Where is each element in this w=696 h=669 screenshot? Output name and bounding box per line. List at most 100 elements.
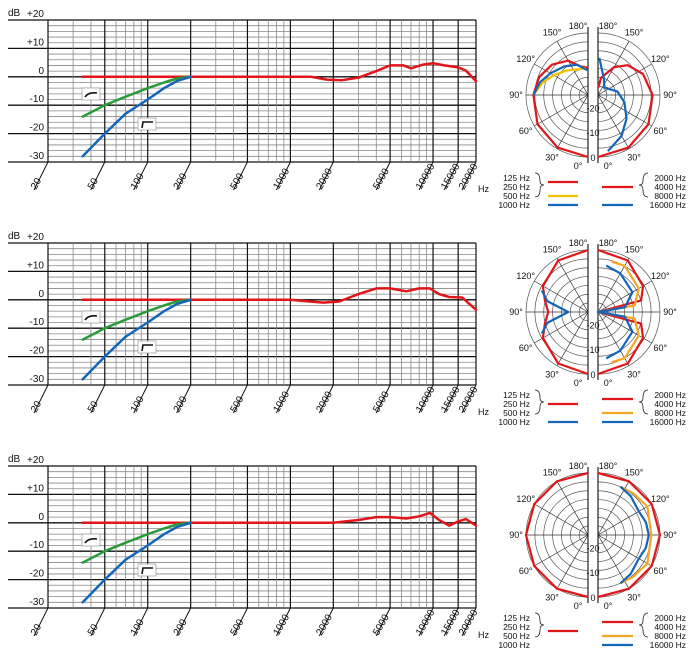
x-tick-label: 20 <box>29 399 44 415</box>
polar-angle-label: 180° <box>569 21 588 31</box>
legend-brace-right <box>638 612 649 638</box>
polar-angle-label: 120° <box>516 494 535 504</box>
polar-angle-label: 30° <box>627 152 641 162</box>
polar-curve-1000-Hz <box>540 290 570 334</box>
y-tick-label: 0 <box>38 66 44 77</box>
series-line-flat <box>81 61 478 83</box>
legend-label-left: 250 Hz <box>503 622 530 632</box>
polar-radial-label: 0 <box>590 593 595 603</box>
polar-angle-label: 30° <box>545 152 559 162</box>
x-tick-slash <box>461 607 477 637</box>
polar-angle-label: 150° <box>543 245 562 255</box>
polar-angle-label: 150° <box>625 245 644 255</box>
polar-spoke <box>556 534 589 589</box>
legend-label-right: 4000 Hz <box>654 182 686 192</box>
polar-angle-label: 90° <box>663 90 677 100</box>
polar-angle-label: 30° <box>545 369 559 379</box>
x-tick-slash <box>33 384 49 414</box>
legend-label-left: 500 Hz <box>503 631 530 641</box>
polar-pattern-chart-2: 180° 150° 120° 90° 60° 30° 0° 180° 150° 120° 90° 60… <box>498 238 686 427</box>
x-tick-label: 100 <box>129 617 147 637</box>
polar-angle-label: 30° <box>545 592 559 602</box>
x-tick-slash <box>418 161 434 191</box>
legend-label-left: 500 Hz <box>503 408 530 418</box>
polar-angle-label: 150° <box>543 468 562 478</box>
y-tick-label: +10 <box>27 260 44 271</box>
x-tick-slash <box>33 161 49 191</box>
polar-curve-500-Hz <box>532 66 586 96</box>
icon-glyph <box>141 344 153 352</box>
polar-spoke <box>597 534 652 567</box>
icon-glyph <box>84 315 98 321</box>
bass-cut-gentle-icon <box>81 310 101 324</box>
x-tick-slash <box>275 161 291 191</box>
x-tick-label: 500 <box>229 394 247 414</box>
polar-radial-label: -20 <box>586 103 599 113</box>
x-tick-slash <box>318 384 334 414</box>
x-tick-slash <box>90 161 106 191</box>
polar-angle-label: 0° <box>574 378 583 388</box>
x-tick-slash <box>176 161 192 191</box>
polar-angle-label: 0° <box>604 161 613 171</box>
icon-glyph <box>84 538 98 544</box>
polar-spoke <box>534 503 589 536</box>
y-tick-label: +20 <box>27 455 44 466</box>
polar-angle-label: 150° <box>543 28 562 38</box>
polar-spoke <box>534 534 589 567</box>
x-tick-slash <box>176 384 192 414</box>
icon-glyph <box>84 92 98 98</box>
polar-angle-label: 180° <box>599 238 618 248</box>
y-tick-label: -10 <box>30 317 45 328</box>
polar-spoke <box>556 94 589 149</box>
polar-radial-label: -10 <box>586 568 599 578</box>
legend-label-right: 16000 Hz <box>650 417 686 427</box>
polar-angle-label: 90° <box>663 307 677 317</box>
polar-curve-1000-Hz <box>532 63 588 96</box>
y-axis-unit-label: dB <box>8 231 21 242</box>
polar-angle-label: 0° <box>604 378 613 388</box>
frequency-response-chart-1: 20 50 100 200 500 1000 2000 5000 10000 1500020000… <box>8 8 489 194</box>
x-tick-label: 500 <box>229 617 247 637</box>
legend-label-right: 2000 Hz <box>654 613 686 623</box>
x-tick-slash <box>133 161 149 191</box>
polar-angle-label: 180° <box>569 461 588 471</box>
series-line-flat <box>81 511 478 527</box>
polar-spoke <box>556 481 589 536</box>
x-tick-label: 100 <box>129 394 147 414</box>
polar-curve-2000-8000-Hz <box>597 64 654 159</box>
polar-spoke <box>556 311 589 366</box>
polar-angle-label: 60° <box>519 566 533 576</box>
series-line-bass-cut-gentle <box>81 298 192 341</box>
y-axis-unit-label: dB <box>8 454 21 465</box>
x-tick-label: 2000 <box>314 166 335 191</box>
x-tick-label: 50 <box>86 622 101 638</box>
polar-radial-label: -10 <box>586 345 599 355</box>
x-tick-slash <box>232 384 248 414</box>
frequency-response-chart-3: 20 50 100 200 500 1000 2000 5000 10000 1500020000… <box>8 454 489 640</box>
x-tick-label: 50 <box>86 399 101 415</box>
x-axis-unit-label: Hz <box>478 630 489 640</box>
legend-brace-right <box>638 172 649 198</box>
polar-spoke <box>597 311 630 366</box>
y-tick-label: -30 <box>30 151 45 162</box>
x-tick-slash <box>232 607 248 637</box>
icon-box <box>137 340 157 354</box>
y-tick-label: +10 <box>27 37 44 48</box>
x-tick-slash <box>33 607 49 637</box>
polar-spoke <box>597 63 652 96</box>
polar-curve-16000-Hz <box>619 485 650 585</box>
x-tick-slash <box>232 161 248 191</box>
x-tick-label: 100 <box>129 171 147 191</box>
polar-angle-label: 150° <box>625 28 644 38</box>
x-tick-slash <box>443 161 459 191</box>
bass-cut-gentle-icon <box>81 533 101 547</box>
y-tick-label: +20 <box>27 9 44 20</box>
x-tick-slash <box>318 161 334 191</box>
series-line-bass-cut-steep <box>81 521 192 604</box>
bass-cut-steep-icon <box>137 117 157 131</box>
x-tick-slash <box>318 607 334 637</box>
x-tick-label: 5000 <box>371 166 392 191</box>
series-line-bass-cut-gentle <box>81 75 192 118</box>
polar-curve-16000-Hz <box>598 57 628 152</box>
x-tick-label: 200 <box>172 617 190 637</box>
